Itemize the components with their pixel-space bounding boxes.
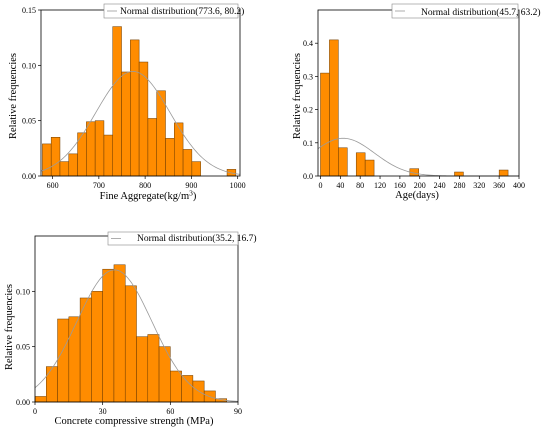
- histogram-bar: [191, 161, 201, 177]
- x-axis-label: Concrete compressive strength (MPa): [55, 416, 214, 427]
- y-axis-label: Relative frequencies: [4, 284, 15, 370]
- x-tick-label: 700: [93, 181, 105, 190]
- x-tick-label: 90: [234, 407, 242, 416]
- x-tick-label: 160: [394, 181, 406, 190]
- y-tick-label: 0.10: [16, 287, 30, 296]
- x-tick-label: 0: [318, 181, 322, 190]
- histogram-bar: [170, 370, 182, 403]
- y-tick-label: 0.05: [16, 343, 30, 352]
- histogram-bar: [86, 121, 96, 177]
- x-axis-label: Fine Aggregate(kg/m3): [100, 189, 197, 203]
- x-tick-label: 600: [47, 181, 59, 190]
- x-axis-label-end: ): [193, 191, 197, 202]
- histogram-bar: [121, 71, 131, 177]
- normal-fit-curve: [34, 269, 239, 402]
- y-tick-label: 0.10: [22, 61, 36, 70]
- y-tick-label: 0.2: [303, 106, 313, 115]
- x-tick-label: 240: [434, 181, 446, 190]
- x-tick-label: 360: [493, 181, 505, 190]
- histogram-bar: [174, 122, 184, 177]
- x-tick-label: 1000: [230, 181, 246, 190]
- x-tick-label: 200: [414, 181, 426, 190]
- x-tick-label: 280: [453, 181, 465, 190]
- x-tick-label: 80: [356, 181, 364, 190]
- y-tick-label: 0.00: [22, 172, 36, 181]
- x-tick-label: 40: [336, 181, 344, 190]
- histogram-panel: Relative frequencies Fine Aggregate(kg/m…: [8, 3, 246, 203]
- histogram-bar: [364, 159, 375, 177]
- x-tick-label: 30: [99, 407, 107, 416]
- histogram-bar: [42, 143, 52, 177]
- normal-fit-curve: [40, 71, 241, 175]
- legend-box: [391, 3, 519, 19]
- histogram-bar: [156, 90, 166, 177]
- y-tick-label: 0.4: [303, 39, 313, 48]
- histogram-bar: [498, 169, 509, 177]
- histogram-bar: [112, 26, 122, 177]
- legend-label: Normal distribution(45.7, 63.2): [421, 7, 541, 18]
- y-tick-label: 0.3: [303, 72, 313, 81]
- histogram-bar: [57, 318, 70, 403]
- histogram-bar: [34, 396, 47, 403]
- histogram-bar: [59, 161, 70, 177]
- legend-label: Normal distribution(35.2, 16.7): [137, 233, 257, 244]
- legend-label: Normal distribution(773.6, 80.2): [120, 6, 244, 17]
- histogram-bar: [46, 366, 58, 403]
- histogram-bar: [147, 118, 157, 177]
- x-tick-label: 800: [139, 181, 151, 190]
- x-tick-label: 120: [374, 181, 386, 190]
- y-tick-label: 0.0: [303, 172, 313, 181]
- histogram-bar: [329, 39, 339, 177]
- x-tick-label: 320: [473, 181, 485, 190]
- y-tick-label: 0.1: [303, 139, 313, 148]
- histogram-bar: [103, 134, 113, 177]
- histogram-bar: [50, 137, 61, 177]
- histogram-bar: [124, 285, 137, 403]
- plot-frame: [317, 9, 520, 177]
- histogram-bar: [91, 291, 103, 403]
- x-axis-label-main: Fine Aggregate(kg/m: [100, 191, 190, 202]
- x-tick-label: 400: [513, 181, 525, 190]
- histogram-panel: Relative frequencies Concrete compressiv…: [4, 231, 257, 427]
- x-axis-label-superscript: 3: [189, 189, 193, 198]
- y-axis-label: Relative frequencies: [292, 53, 303, 139]
- histogram-bar: [68, 316, 81, 403]
- histogram-bar: [182, 149, 193, 177]
- legend-box: [107, 231, 239, 246]
- histogram-bar: [338, 147, 348, 177]
- x-axis-label: Age(days): [395, 190, 439, 201]
- histogram-bar: [113, 264, 126, 403]
- histogram-bar: [454, 171, 464, 177]
- histogram-bar: [320, 72, 330, 177]
- histogram-bar: [79, 297, 92, 403]
- histogram-bar: [147, 334, 160, 403]
- histogram-panel: Relative frequencies Age(days) Normal di…: [292, 3, 541, 201]
- histogram-bar: [130, 39, 140, 177]
- x-tick-label: 900: [185, 181, 197, 190]
- x-tick-label: 60: [166, 407, 174, 416]
- legend-box: [103, 3, 239, 19]
- y-axis-label: Relative frequencies: [8, 53, 19, 139]
- histogram-bar: [355, 152, 366, 177]
- y-tick-label: 0.05: [22, 117, 36, 126]
- y-tick-label: 0.00: [16, 398, 30, 407]
- histogram-bar: [94, 120, 105, 177]
- histogram-bar: [165, 138, 175, 177]
- histogram-bar: [68, 153, 78, 177]
- histogram-bar: [136, 336, 149, 403]
- histogram-bar: [181, 375, 194, 403]
- histogram-bar: [138, 61, 149, 177]
- x-tick-label: 0: [33, 407, 37, 416]
- y-tick-label: 0.15: [22, 6, 36, 15]
- histogram-bar: [102, 268, 115, 403]
